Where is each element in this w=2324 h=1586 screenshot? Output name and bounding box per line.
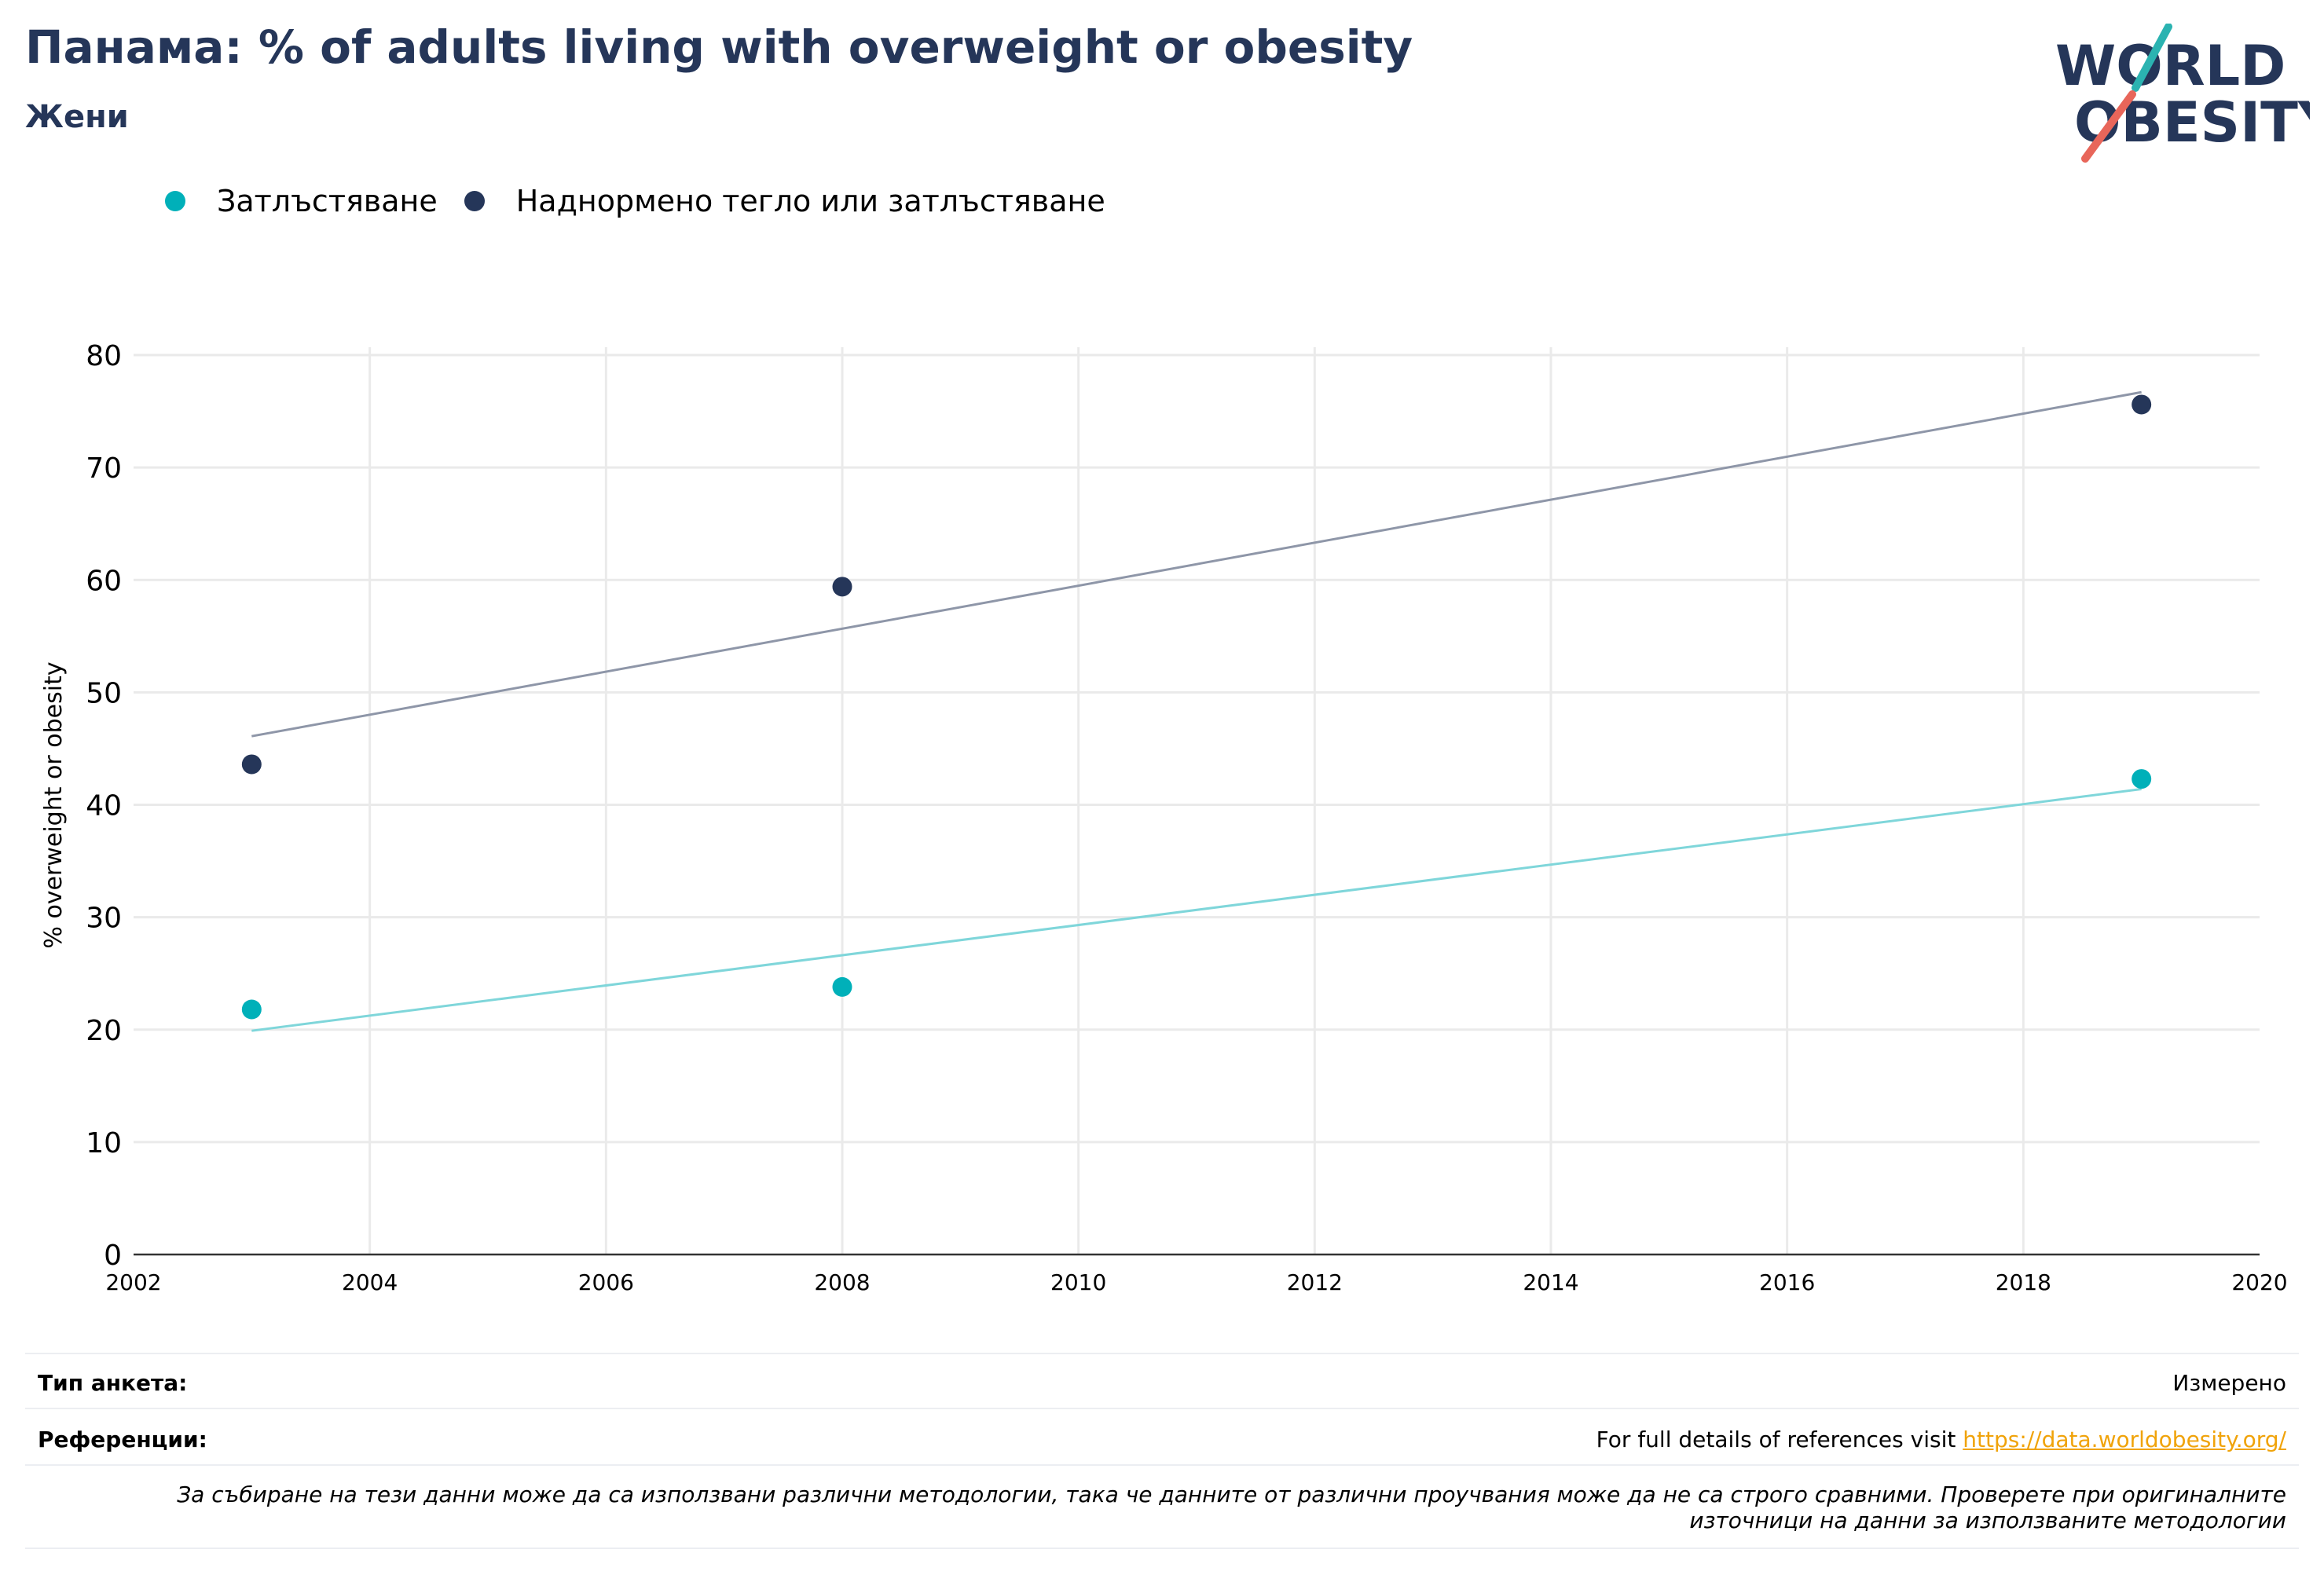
data-point-series-0 — [241, 999, 262, 1020]
data-point-series-1 — [832, 577, 852, 597]
references-label: Референции: — [38, 1427, 207, 1452]
footer-note-row — [25, 1464, 2299, 1549]
world-obesity-logo: WORLD OBESITY — [2055, 24, 2310, 163]
data-point-series-1 — [241, 754, 262, 775]
logo-slash-teal — [2132, 24, 2172, 92]
legend-item-overweight[interactable]: Наднормено тегло или затлъстяване — [464, 184, 1105, 218]
x-tick-label: 2020 — [2231, 1269, 2287, 1295]
references-link[interactable]: https://data.worldobesity.org/ — [1963, 1427, 2286, 1452]
y-tick-label: 80 — [86, 340, 122, 372]
y-tick-label: 50 — [86, 677, 122, 709]
chart-title: Панама: % of adults living with overweig… — [25, 20, 1413, 74]
y-tick-label: 40 — [86, 790, 122, 822]
x-tick-label: 2012 — [1287, 1269, 1343, 1295]
data-point-series-1 — [2132, 394, 2152, 415]
data-point-series-0 — [832, 976, 852, 997]
legend-dot-obesity — [165, 191, 185, 211]
logo-line1: WORLD — [2055, 34, 2286, 98]
references-value: For full details of references visit htt… — [1596, 1427, 2286, 1452]
legend-dot-overweight — [464, 191, 485, 211]
x-tick-label: 2014 — [1523, 1269, 1578, 1295]
methodology-note: За събиране на тези данни може да са изп… — [177, 1482, 2286, 1533]
y-tick-label: 0 — [104, 1240, 122, 1272]
survey-type-label: Тип анкета: — [38, 1370, 188, 1396]
data-point-series-0 — [2132, 769, 2152, 789]
x-tick-label: 2016 — [1759, 1269, 1815, 1295]
scatter-chart: 0 10 20 30 40 50 60 70 80 2002 2004 2006 2008 2010 201… — [40, 340, 2288, 1295]
x-tick-label: 2006 — [578, 1269, 634, 1295]
survey-type-value: Измерено — [2172, 1370, 2286, 1396]
y-tick-label: 70 — [86, 452, 122, 485]
y-axis-label: % overweight or obesity — [40, 661, 68, 948]
footer-survey-row: Тип анкета: Измерено — [25, 1353, 2299, 1409]
y-tick-label: 20 — [86, 1015, 122, 1047]
x-tick-label: 2002 — [105, 1269, 161, 1295]
x-tick-label: 2008 — [814, 1269, 870, 1295]
legend-item-obesity[interactable]: Затлъстяване — [165, 184, 438, 218]
x-tick-label: 2004 — [342, 1269, 398, 1295]
chart-legend: Затлъстяване Наднормено тегло или затлъс… — [165, 182, 1132, 220]
y-tick-label: 10 — [86, 1127, 122, 1159]
x-tick-label: 2018 — [1996, 1269, 2051, 1295]
trend-line-series-1 — [251, 390, 2142, 738]
references-text: For full details of references visit — [1596, 1427, 1963, 1452]
chart-subtitle: Жени — [25, 99, 129, 135]
trend-line-series-0 — [251, 787, 2142, 1032]
y-tick-label: 60 — [86, 565, 122, 597]
legend-label-obesity: Затлъстяване — [217, 184, 438, 218]
logo-slash-red — [2081, 90, 2136, 163]
legend-label-overweight: Наднормено тегло или затлъстяване — [515, 184, 1105, 218]
x-tick-label: 2010 — [1050, 1269, 1106, 1295]
footer-references-row: Референции: For full details of referenc… — [25, 1408, 2299, 1464]
y-tick-label: 30 — [86, 903, 122, 935]
